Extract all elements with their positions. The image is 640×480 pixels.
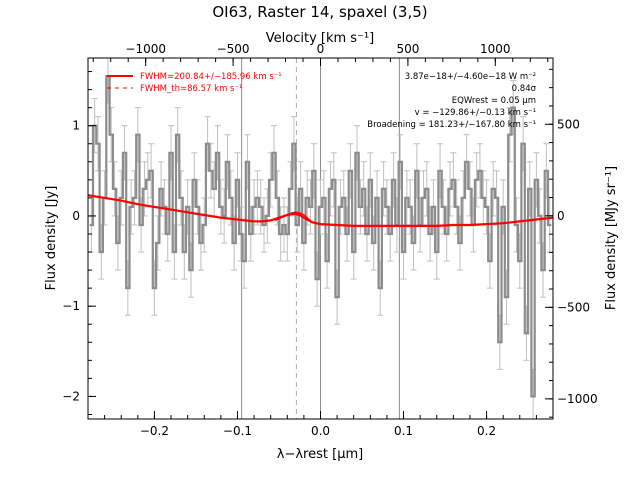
right-tick-label: −500 <box>557 300 590 314</box>
y-axis-label: Flux density [Jy] <box>44 186 59 291</box>
right-tick-label: −1000 <box>557 392 598 406</box>
annotation-broadening: Broadening = 181.23+/−167.80 km s⁻¹ <box>367 120 536 130</box>
annotation-eqw: EQWrest = 0.05 μm <box>452 96 536 106</box>
right-tick-label: 500 <box>557 117 580 131</box>
top-tick-label: 500 <box>396 42 419 56</box>
legend-label-fwhm: FWHM=200.84+/−185.96 km s⁻¹ <box>140 72 282 82</box>
top-tick-label: −1000 <box>125 42 166 56</box>
top-axis-label: Velocity [km s⁻¹] <box>266 31 374 46</box>
line-component-curve <box>274 211 313 223</box>
y-tick-label: 0 <box>72 209 80 223</box>
x-tick-label: 0.2 <box>477 424 496 438</box>
fit-curve <box>88 194 553 227</box>
fit-series <box>88 194 553 227</box>
x-axis-label: λ−λrest [μm] <box>277 447 363 462</box>
y-tick-label: 1 <box>72 119 80 133</box>
right-axis-label: Flux density [MJy sr⁻¹] <box>604 166 619 310</box>
top-tick-label: −500 <box>217 42 250 56</box>
x-tick-label: 0.1 <box>394 424 413 438</box>
chart-title: OI63, Raster 14, spaxel (3,5) <box>212 3 427 21</box>
x-tick-label: −0.2 <box>140 424 169 438</box>
annotations: 3.87e−18+/−4.60e−18 W m⁻² 0.84σ EQWrest … <box>367 72 536 130</box>
legend: FWHM=200.84+/−185.96 km s⁻¹ FWHM_th=86.5… <box>107 72 282 94</box>
x-tick-label: 0.0 <box>311 424 330 438</box>
legend-label-fwhm-th: FWHM_th=86.57 km s⁻¹ <box>140 84 242 94</box>
x-tick-label: −0.1 <box>223 424 252 438</box>
annotation-velocity: v = −129.86+/−0.13 km s⁻¹ <box>415 108 536 118</box>
annotation-flux: 3.87e−18+/−4.60e−18 W m⁻² <box>405 72 536 82</box>
y-tick-label: −2 <box>62 389 80 403</box>
axes: −0.2 −0.1 0.0 0.1 0.2 −2 −1 0 1 −1000 −500 0 500 1000… <box>62 42 597 438</box>
top-tick-label: 0 <box>317 42 325 56</box>
top-tick-label: 1000 <box>480 42 511 56</box>
right-tick-label: 0 <box>557 209 565 223</box>
annotation-sigma: 0.84σ <box>512 84 537 94</box>
y-tick-label: −1 <box>62 299 80 313</box>
